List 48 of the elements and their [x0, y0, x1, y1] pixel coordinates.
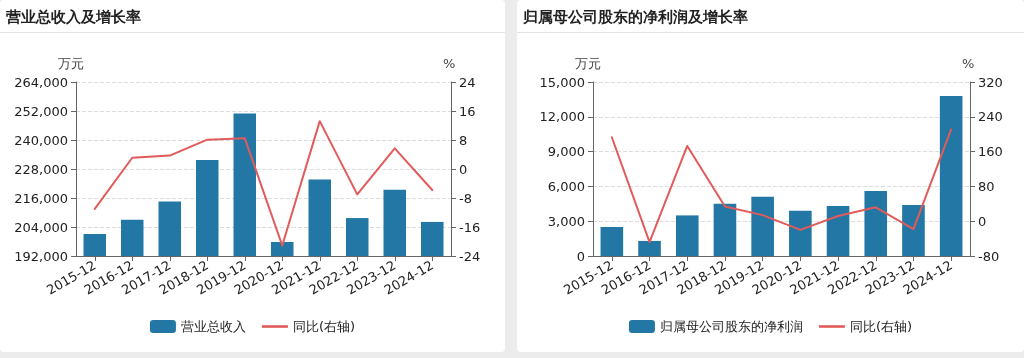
y2-axis-title: % [443, 56, 456, 71]
bar [939, 95, 963, 256]
y-tick-label: 192,000 [14, 248, 68, 264]
y-tick-label: 204,000 [14, 219, 68, 235]
y-tick-label: 6,000 [547, 178, 585, 194]
y-tick-label: 216,000 [14, 190, 68, 206]
y-tick-label: 264,000 [14, 74, 68, 90]
y-tick-label: 0 [576, 248, 585, 264]
y-tick-label: 12,000 [539, 109, 585, 125]
y-tick-label: 228,000 [14, 161, 68, 177]
bar [675, 215, 699, 256]
y2-tick-label: 16 [459, 103, 476, 119]
legend-label: 同比(右轴) [849, 319, 913, 334]
y-tick-label: 3,000 [547, 213, 585, 229]
bar [826, 206, 850, 256]
y-axis-title: 万元 [58, 56, 84, 71]
bar [864, 191, 888, 256]
bar [713, 203, 737, 256]
y2-tick-label: 240 [978, 109, 1003, 125]
y2-tick-label: 8 [459, 132, 468, 148]
y-tick-label: 15,000 [539, 74, 585, 90]
y2-tick-label: 320 [978, 74, 1003, 90]
line-series [610, 128, 953, 244]
legend-label: 同比(右轴) [292, 319, 356, 334]
chart-title: 归属母公司股东的净利润及增长率 [517, 0, 1024, 33]
y2-axis-title: % [962, 56, 975, 71]
y2-tick-label: 0 [978, 213, 987, 229]
y2-tick-label: 24 [459, 74, 476, 90]
y-axis-title: 万元 [575, 56, 601, 71]
y2-tick-label: -16 [459, 219, 481, 235]
legend-label: 营业总收入 [180, 319, 246, 334]
y2-tick-label: -80 [978, 248, 1000, 264]
y-tick-label: 240,000 [14, 132, 68, 148]
bar [902, 204, 925, 256]
y2-tick-label: 0 [459, 161, 468, 177]
y-tick-label: 9,000 [547, 144, 585, 160]
y2-tick-label: -24 [459, 248, 481, 264]
bar [751, 196, 774, 256]
y2-tick-label: 160 [978, 144, 1003, 160]
y2-tick-label: 80 [978, 178, 995, 194]
line-series [93, 120, 434, 247]
chart-title: 营业总收入及增长率 [0, 0, 505, 33]
y-tick-label: 252,000 [14, 103, 68, 119]
y2-tick-label: -8 [459, 190, 472, 206]
legend-label: 归属母公司股东的净利润 [659, 319, 803, 334]
bar [600, 227, 624, 256]
bar [789, 210, 812, 256]
bar [638, 240, 661, 256]
